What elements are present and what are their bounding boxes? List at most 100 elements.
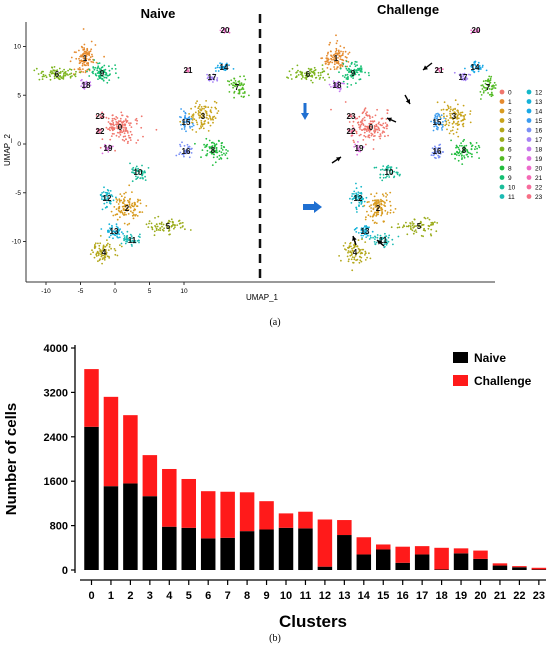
umap-point	[343, 82, 345, 85]
umap-point	[134, 203, 137, 206]
umap-point	[375, 200, 378, 203]
umap-point	[370, 210, 373, 213]
umap-point	[97, 71, 100, 73]
umap-point	[357, 123, 360, 126]
umap-point	[103, 198, 106, 201]
umap-point	[120, 124, 123, 127]
umap-point	[131, 245, 133, 247]
umap-point	[337, 83, 340, 85]
umap-point	[382, 176, 385, 179]
umap-point	[90, 60, 93, 63]
umap-point	[237, 92, 240, 95]
umap-point	[361, 122, 364, 124]
umap-point	[456, 117, 459, 120]
umap-point	[95, 252, 98, 255]
umap-point	[355, 196, 358, 199]
umap-point	[200, 156, 202, 159]
umap-point	[204, 110, 207, 112]
umap-point	[344, 50, 347, 53]
umap-point	[105, 199, 108, 202]
umap-point	[81, 46, 84, 49]
umap-point	[432, 154, 435, 157]
umap-point	[309, 69, 311, 72]
umap-point	[436, 68, 439, 71]
umap-point	[382, 130, 384, 133]
legend-swatch	[526, 99, 532, 104]
umap-point	[375, 214, 378, 217]
bar-x-tick-label: 5	[186, 590, 192, 602]
umap-point	[398, 174, 401, 177]
umap-point	[131, 239, 134, 242]
umap-point	[44, 74, 47, 77]
umap-point	[210, 141, 213, 144]
umap-point	[349, 113, 352, 116]
umap-point	[53, 66, 56, 68]
umap-point	[118, 233, 121, 236]
umap-point	[82, 85, 85, 88]
umap-point	[436, 119, 439, 122]
umap-point	[176, 224, 179, 227]
umap-point	[437, 113, 440, 116]
umap-point	[240, 82, 243, 84]
umap-point	[327, 61, 329, 63]
bar-naive	[414, 554, 430, 570]
umap-point	[462, 122, 465, 125]
umap-point	[355, 231, 358, 233]
umap-point	[362, 146, 365, 148]
umap-point	[193, 118, 196, 121]
umap-point	[129, 130, 132, 133]
umap-point	[365, 130, 368, 132]
umap-point	[379, 137, 382, 140]
umap-point	[452, 126, 454, 129]
umap-point	[181, 153, 184, 156]
umap-point	[186, 67, 189, 70]
umap-point	[435, 125, 438, 128]
umap-point	[63, 74, 65, 76]
umap-point	[360, 69, 362, 71]
umap-point	[349, 71, 352, 73]
umap-point	[106, 191, 108, 194]
umap-point	[439, 117, 442, 120]
umap-point	[387, 236, 390, 239]
umap-point	[108, 246, 111, 248]
legend-swatch	[526, 89, 532, 95]
umap-point	[402, 224, 405, 227]
umap-point	[238, 88, 241, 91]
umap-point	[373, 195, 376, 198]
umap-point	[129, 233, 132, 236]
umap-point	[356, 211, 358, 213]
umap-point	[132, 217, 135, 220]
umap-point	[200, 106, 203, 108]
umap-point	[223, 27, 226, 30]
umap-point	[241, 86, 244, 89]
umap-point	[127, 213, 130, 215]
umap-point	[137, 198, 139, 201]
umap-point	[364, 107, 367, 110]
umap-point	[336, 40, 339, 42]
umap-point	[348, 70, 351, 72]
umap-point	[124, 238, 126, 241]
umap-point	[53, 69, 56, 72]
umap-point	[111, 132, 114, 135]
umap-point	[110, 210, 113, 213]
umap-point	[114, 118, 117, 121]
umap-point	[477, 61, 480, 64]
umap-point	[288, 70, 291, 73]
umap-point	[104, 245, 107, 248]
umap-point	[435, 113, 438, 115]
umap-point	[390, 226, 393, 229]
legend-swatch	[526, 165, 532, 171]
umap-point	[436, 101, 439, 104]
umap-point	[116, 254, 119, 257]
umap-point	[220, 151, 223, 154]
umap-point	[99, 249, 102, 252]
umap-point	[465, 76, 468, 79]
umap-point	[342, 75, 344, 77]
umap-point	[82, 55, 84, 58]
umap-point	[376, 128, 378, 131]
umap-point	[135, 205, 138, 208]
umap-point	[328, 83, 331, 86]
umap-point	[383, 243, 386, 246]
umap-point	[53, 75, 56, 78]
umap-point	[128, 122, 130, 124]
